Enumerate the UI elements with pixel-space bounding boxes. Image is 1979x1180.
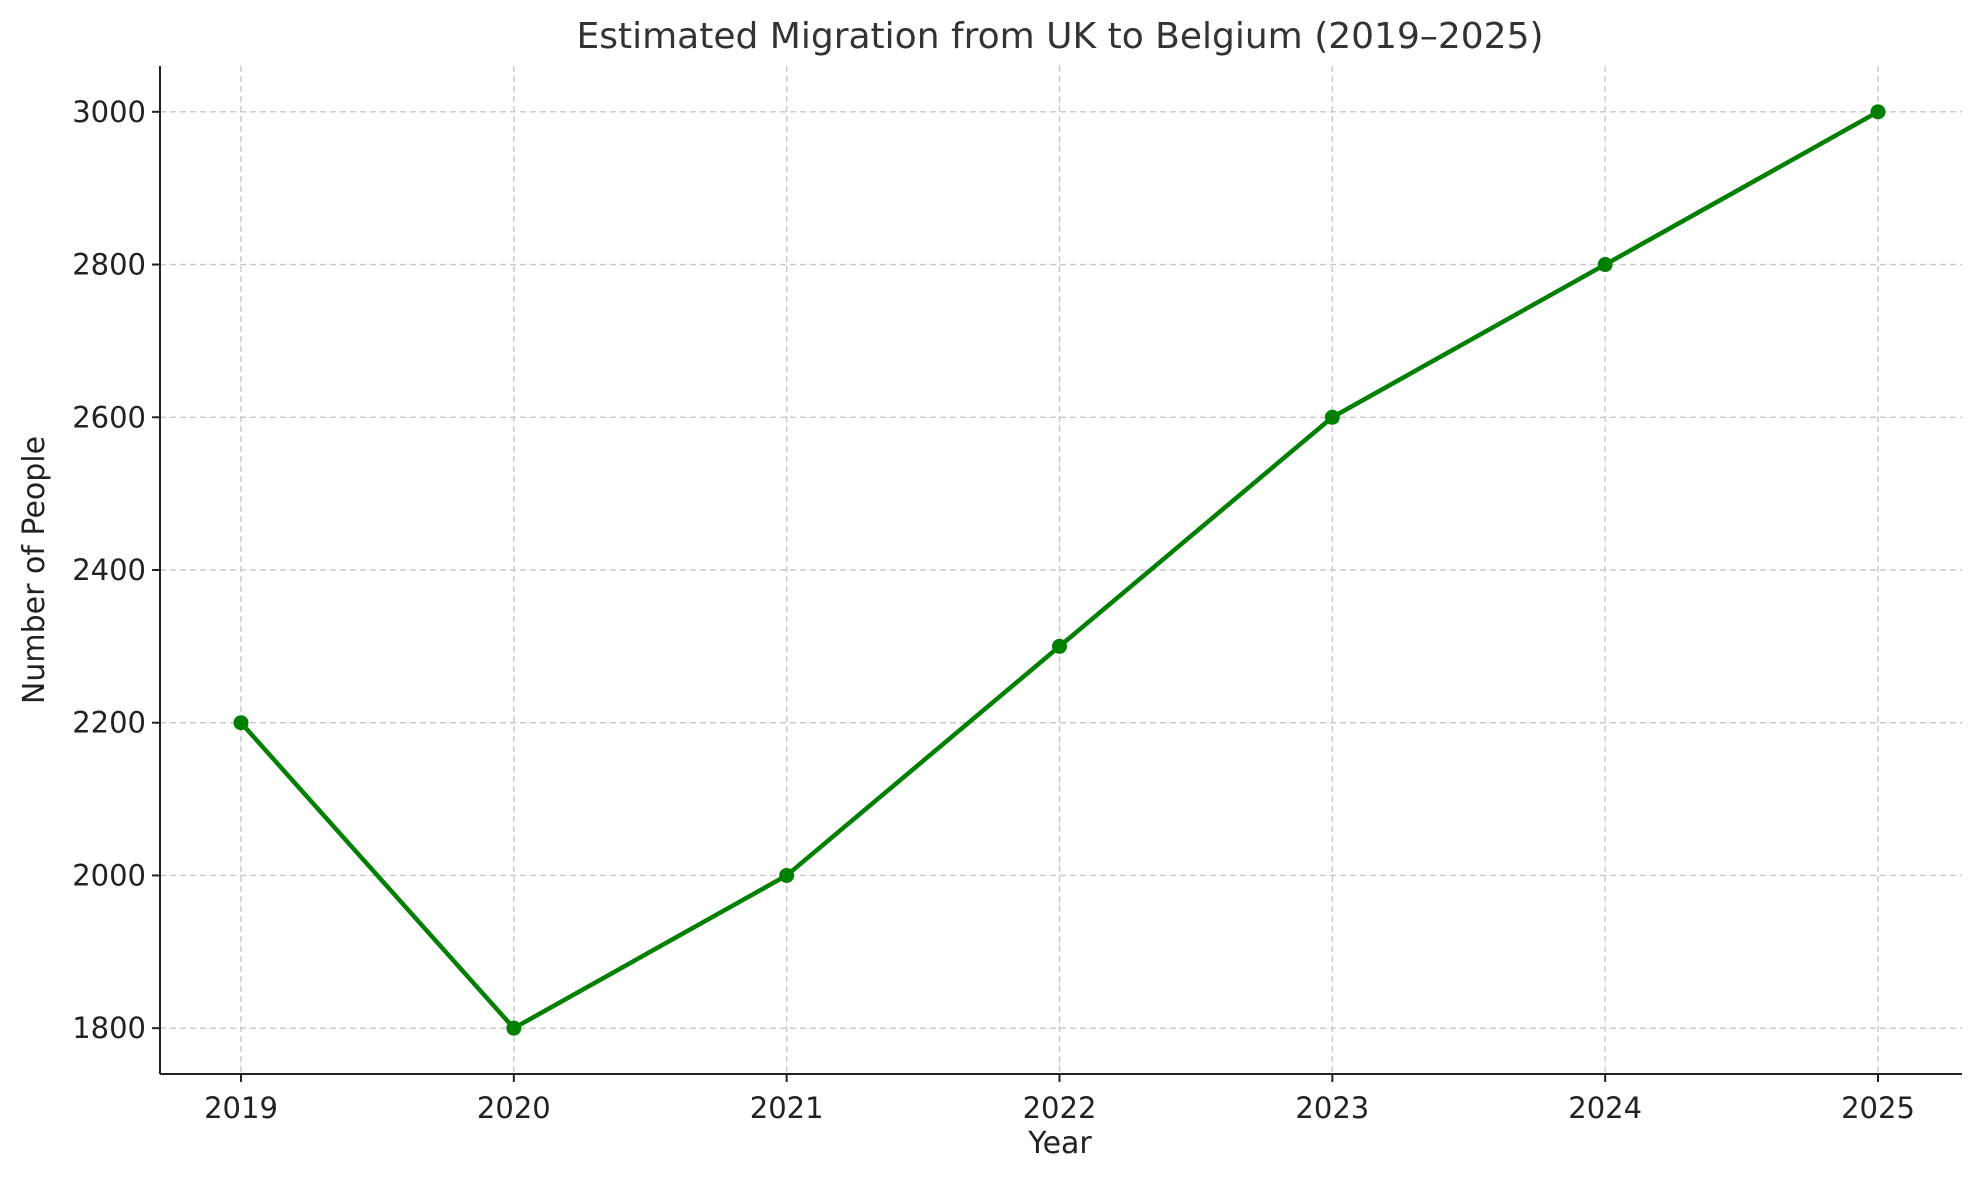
grid xyxy=(160,66,1962,1074)
x-tick-label: 2025 xyxy=(1841,1091,1915,1125)
series xyxy=(233,104,1886,1036)
y-tick-label: 3000 xyxy=(72,95,146,129)
y-tick-label: 2800 xyxy=(72,248,146,282)
y-tick-label: 2400 xyxy=(72,553,146,587)
data-point xyxy=(1870,104,1886,120)
x-tick-label: 2024 xyxy=(1568,1091,1642,1125)
data-point xyxy=(1597,257,1613,273)
y-tick-label: 2200 xyxy=(72,706,146,740)
y-tick-label: 2600 xyxy=(72,400,146,434)
x-tick-label: 2021 xyxy=(750,1091,824,1125)
data-point xyxy=(1052,638,1067,654)
x-tick-label: 2019 xyxy=(204,1091,278,1125)
x-tick-label: 2020 xyxy=(477,1091,551,1125)
x-tick-label: 2023 xyxy=(1295,1091,1369,1125)
data-point xyxy=(233,715,249,731)
ticks: 2019 2020 2021 2022 2023 2024 2025 1800 2000 2200… xyxy=(72,95,1915,1125)
y-axis-label: Number of People xyxy=(17,436,52,704)
data-point xyxy=(506,1020,522,1036)
y-tick-label: 2000 xyxy=(72,858,146,892)
y-tick-label: 1800 xyxy=(72,1011,146,1045)
x-axis-label: Year xyxy=(1027,1126,1092,1161)
data-point xyxy=(779,867,795,883)
x-tick-label: 2022 xyxy=(1023,1091,1097,1125)
data-point xyxy=(1324,409,1340,425)
chart-title: Estimated Migration from UK to Belgium (… xyxy=(576,16,1543,57)
